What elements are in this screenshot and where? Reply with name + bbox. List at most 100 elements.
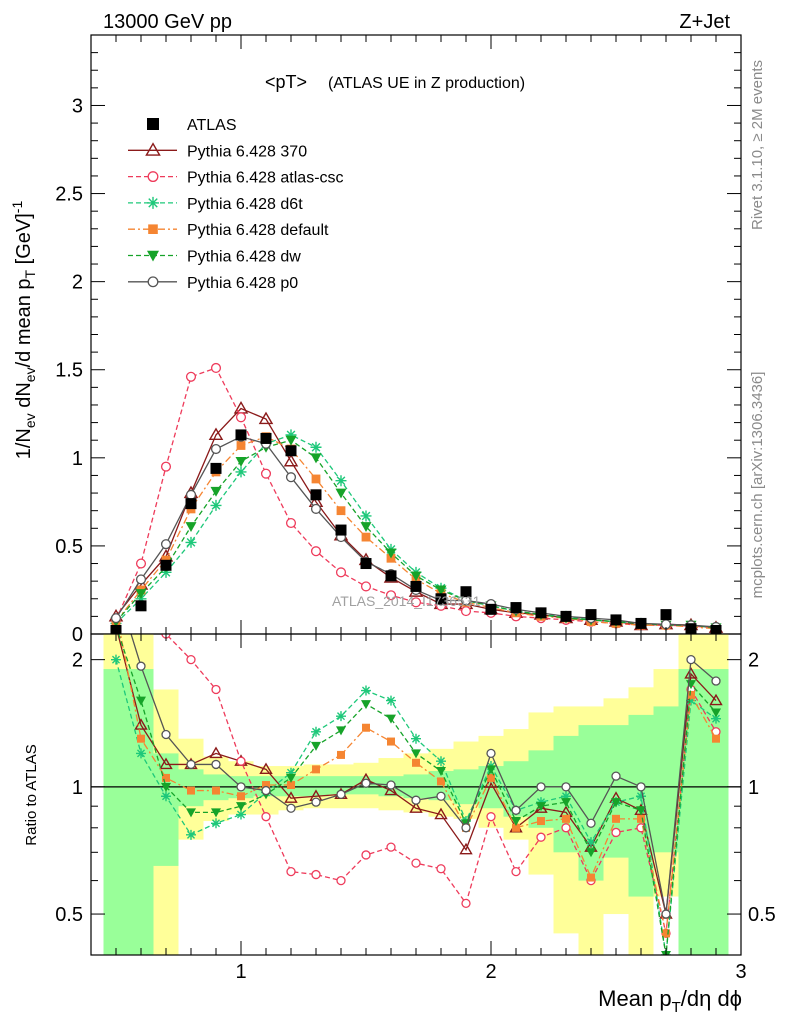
ratio-panel: 1 2 3 0.5 0.5 1 1 2 2 (55, 35, 776, 983)
ratio-point (561, 823, 571, 833)
main-panel: 0 0.5 1 1.5 2 2.5 3 (55, 34, 742, 646)
ratio-point (336, 711, 346, 722)
ratio-point (636, 806, 646, 816)
ratio-point (412, 758, 420, 767)
atlas-data-point (460, 586, 472, 598)
ratio-point (436, 864, 446, 874)
ratio-series-4 (119, 634, 720, 938)
atlas-data-point (510, 602, 522, 614)
ratio-point (436, 791, 446, 801)
x-axis-ticks: 1 2 3 (115, 35, 747, 983)
y-tick-label-right: 1 (748, 777, 759, 799)
legend-item: Pythia 6.428 dw (128, 249, 301, 266)
ratio-series-6 (112, 581, 721, 919)
data-point (435, 585, 447, 596)
ratio-series-2 (112, 553, 721, 939)
data-point (310, 503, 322, 514)
plot-title-suffix: (ATLAS UE in Z production) (328, 75, 525, 92)
ratio-point (409, 801, 423, 813)
ratio-point (137, 734, 145, 743)
ratio-point (711, 676, 721, 686)
ratio-point (286, 773, 296, 783)
ratio-point (486, 765, 496, 775)
ratio-point (512, 823, 520, 832)
ratio-point (336, 875, 346, 886)
legend: ATLAS Pythia 6.428 370 Pythia 6.428 atlas-… (128, 117, 344, 292)
y-tick-label-left: 2 (72, 650, 83, 672)
ratio-point (211, 759, 221, 770)
ratio-point (611, 771, 621, 781)
y-tick-label-left: 0.5 (55, 904, 83, 926)
y-tick-label-left: 1 (72, 777, 83, 799)
ratio-point (261, 812, 271, 822)
ratio-point (312, 765, 320, 774)
ratio-point (237, 792, 245, 801)
ratio-point (611, 798, 621, 808)
ratio-point (136, 696, 146, 706)
ratio-point (687, 690, 695, 699)
ratio-point (387, 737, 395, 746)
y-axis-ticks-ratio: 0.5 0.5 1 1 2 2 (55, 650, 776, 926)
atlas-data-point (585, 609, 597, 621)
atlas-data-point (560, 610, 572, 622)
data-point (236, 441, 246, 450)
x-axis-title: Mean pT/dη dϕ (598, 986, 742, 1016)
ratio-point (536, 832, 546, 842)
x-tick-label: 2 (485, 961, 496, 983)
ratio-point (536, 802, 546, 812)
data-point (410, 571, 422, 582)
data-point (283, 453, 299, 467)
ratio-point (711, 713, 721, 724)
ratio-point (411, 749, 421, 759)
legend-label: ATLAS (187, 117, 237, 134)
ratio-point (337, 750, 345, 759)
ratio-point (461, 823, 471, 833)
atlas-data-point (610, 614, 622, 626)
ratio-point (436, 756, 446, 767)
legend-marker (147, 171, 159, 183)
ratio-point (262, 781, 270, 790)
legend-marker (148, 224, 158, 234)
ratio-point (536, 797, 546, 808)
atlas-data-point (285, 445, 297, 457)
data-point (210, 362, 222, 374)
ratio-point (311, 797, 321, 807)
ratio-point (711, 708, 721, 718)
data-point (335, 475, 347, 487)
ratio-point (211, 808, 221, 818)
data-point (185, 536, 197, 548)
ratio-point (384, 783, 398, 796)
data-point (385, 590, 397, 601)
ratio-point (286, 803, 296, 813)
ratio-point (361, 700, 371, 710)
atlas-data-point (310, 489, 322, 501)
ratio-point (662, 929, 670, 938)
header-left: 13000 GeV pp (103, 11, 232, 33)
ratio-point (561, 782, 571, 792)
ratio-point (112, 553, 120, 561)
ratio-point (261, 785, 271, 796)
ratio-point (461, 898, 471, 909)
ratio-point (561, 798, 571, 808)
ratio-point (212, 786, 220, 795)
ratio-point (636, 791, 646, 802)
data-point (185, 489, 197, 500)
legend-label: Pythia 6.428 d6t (187, 196, 303, 213)
ratio-point (484, 776, 498, 788)
ratio-point (236, 809, 246, 820)
ratio-point (236, 756, 246, 766)
legend-label: Pythia 6.428 370 (187, 143, 307, 160)
ratio-point (112, 581, 120, 589)
y-tick-label: 2 (72, 272, 83, 294)
ratio-point (286, 767, 296, 778)
main-series-layer (108, 362, 724, 634)
ratio-point (486, 812, 496, 822)
ratio-point (187, 786, 195, 795)
ratio-point (436, 767, 446, 777)
data-point (210, 443, 222, 455)
atlas-data-point (260, 432, 272, 444)
ratio-point (386, 695, 396, 706)
ratio-point (286, 866, 296, 877)
data-point (185, 371, 197, 382)
